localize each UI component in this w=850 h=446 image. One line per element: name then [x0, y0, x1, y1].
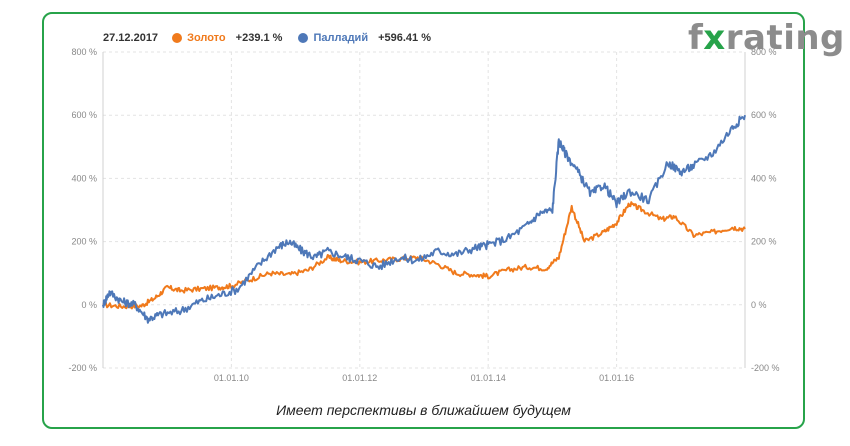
legend-dot-gold [172, 33, 183, 43]
x-tick-label: 01.01.10 [214, 373, 249, 383]
y-tick-label-right: 600 % [751, 110, 777, 120]
legend-date: 27.12.2017 [103, 32, 159, 44]
chart-legend: 27.12.2017 Золото +239.1 % Палладий +596… [103, 30, 447, 46]
legend-name-gold: Золото [187, 32, 226, 44]
y-tick-label-left: 600 % [71, 110, 97, 120]
y-tick-label-left: 200 % [71, 237, 97, 247]
y-tick-label-right: 0 % [751, 300, 767, 310]
fxrating-logo: fxrating [688, 18, 845, 58]
x-tick-label: 01.01.12 [342, 373, 377, 383]
series-line-palladium [102, 114, 746, 324]
logo-part-f: f [688, 18, 704, 58]
chart-caption: Имеет перспективы в ближайшем будущем [276, 402, 571, 418]
y-tick-label-left: 0 % [81, 300, 97, 310]
y-tick-label-left: 400 % [71, 173, 97, 183]
legend-value-palladium: +596.41 % [378, 32, 431, 44]
legend-dot-palladium [298, 33, 309, 43]
logo-part-x: x [703, 18, 726, 58]
legend-value-gold: +239.1 % [235, 32, 283, 44]
y-tick-label-right: 200 % [751, 237, 777, 247]
y-tick-label-right: 800 % [751, 47, 777, 57]
y-tick-label-left: -200 % [68, 363, 97, 373]
x-tick-label: 01.01.16 [599, 373, 634, 383]
legend-name-palladium: Палладий [313, 32, 369, 44]
y-tick-label-left: 800 % [71, 47, 97, 57]
y-tick-label-right: -200 % [751, 363, 780, 373]
logo-part-rating: rating [725, 18, 845, 58]
y-tick-label-right: 400 % [751, 173, 777, 183]
series-line-gold [102, 201, 746, 310]
x-tick-label: 01.01.14 [471, 373, 506, 383]
chart-frame [42, 12, 805, 429]
